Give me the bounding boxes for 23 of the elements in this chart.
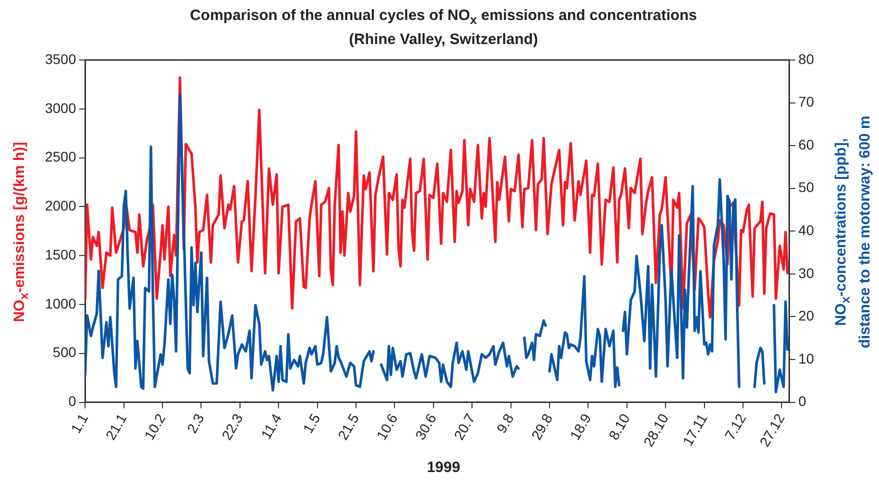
y-tick-label: 1500: [44, 246, 76, 262]
y2-tick-label: 60: [798, 136, 814, 152]
x-tick-label: 1.1: [67, 410, 92, 436]
y2-tick-label: 50: [798, 179, 814, 196]
y2-tick-label: 20: [798, 308, 814, 324]
y2-tick-label: 30: [798, 264, 814, 281]
x-tick-label: 1.5: [300, 410, 324, 436]
x-tick-label: 2.3: [184, 410, 208, 436]
y2-tick-label: 0: [798, 393, 806, 410]
y2-tick-label: 40: [798, 222, 814, 238]
y-tick-label: 3500: [44, 50, 76, 67]
chart-title: Comparison of the annual cycles of NO$_{x}$ emissions and concentrations (Rhine Valley, Switzerland): [188, 6, 698, 50]
y2-tick-label: 70: [798, 94, 814, 110]
y2-tick-label: 10: [798, 350, 814, 366]
y2-tick-label: 80: [798, 50, 814, 67]
x-axis-title: 1999: [426, 458, 462, 477]
y-tick-label: 0: [68, 393, 76, 410]
y-tick-label: 2500: [44, 148, 76, 165]
x-tick-label: 9.8: [493, 410, 517, 436]
y-tick-label: 3000: [44, 100, 76, 116]
y-tick-label: 1000: [44, 295, 76, 312]
y-tick-label: 2000: [44, 198, 76, 214]
y-tick-label: 500: [52, 344, 76, 360]
